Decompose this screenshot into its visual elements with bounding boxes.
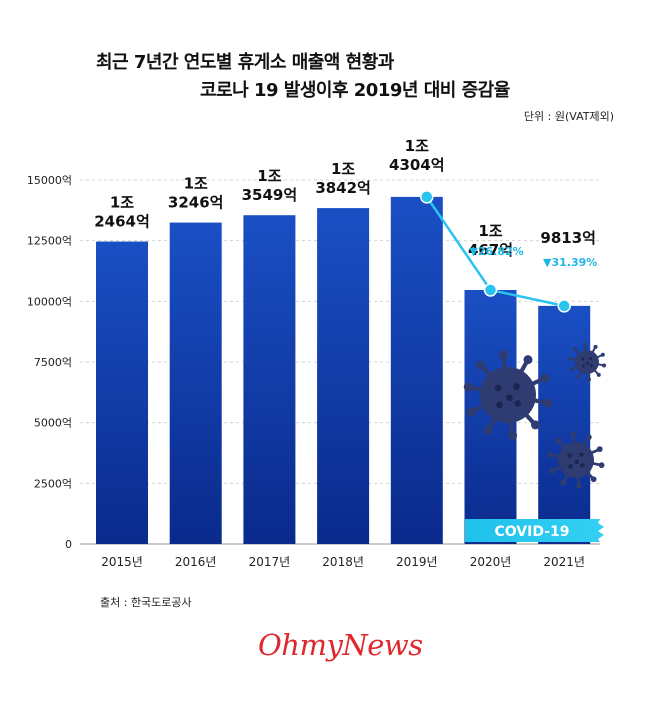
virus-spike-tip	[570, 431, 576, 437]
x-tick-label: 2020년	[470, 555, 512, 569]
virus-dot	[589, 356, 593, 360]
x-tick-label: 2017년	[249, 555, 291, 569]
virus-spike-tip	[466, 407, 476, 417]
covid-badge-background	[465, 519, 604, 542]
virus-spike-tip	[530, 420, 540, 430]
virus-spike-tip	[543, 398, 553, 408]
bar-value-label: 2464억	[94, 213, 150, 231]
virus-dot	[581, 364, 585, 368]
x-tick-label: 2015년	[101, 555, 143, 569]
virus-spike-tip	[523, 355, 533, 365]
bar-value-label: 1조	[478, 222, 502, 240]
y-tick-label: 2500억	[34, 477, 72, 490]
virus-spike-tip	[598, 462, 605, 469]
change-label: ▼26.82%	[469, 245, 523, 258]
virus-dot	[574, 459, 580, 464]
virus-spike-tip	[596, 446, 603, 453]
bar-2016년	[169, 222, 222, 545]
x-tick-label: 2016년	[175, 555, 217, 569]
virus-dot	[494, 384, 502, 392]
bar-value-label: 1조	[405, 137, 429, 155]
bar-value-label: 9813억	[540, 229, 596, 247]
virus-spike-tip	[549, 467, 556, 474]
virus-spike-tip	[555, 437, 562, 444]
virus-spike-tip	[498, 350, 508, 360]
virus-spike-tip	[593, 344, 598, 349]
y-tick-label: 0	[65, 538, 72, 551]
trend-point	[483, 283, 498, 297]
virus-spike-tip	[576, 375, 581, 380]
source-label: 출처 : 한국도로공사	[100, 596, 192, 609]
virus-dot	[568, 464, 573, 469]
bar-value-label: 4304억	[389, 156, 445, 174]
y-tick-label: 12500억	[27, 235, 72, 248]
virus-dot	[513, 383, 520, 390]
bar-value-label: 467억	[468, 241, 513, 259]
covid-badge-text: COVID-19	[494, 524, 569, 540]
bar-value-label: 1조	[184, 175, 208, 193]
x-tick-label: 2021년	[543, 555, 585, 569]
virus-dot	[586, 361, 590, 365]
title-line-1: 최근 7년간 연도별 휴게소 매출액 현황과	[96, 52, 394, 73]
x-tick-label: 2019년	[396, 555, 438, 569]
bar-value-label: 3842억	[315, 179, 371, 197]
bar-value-label: 1조	[110, 194, 134, 212]
y-tick-label: 5000억	[34, 417, 72, 430]
virus-dot	[589, 364, 593, 368]
virus-spike-tip	[585, 434, 592, 441]
y-tick-label: 15000억	[27, 174, 72, 187]
x-tick-label: 2018년	[322, 555, 364, 569]
trend-point	[557, 299, 571, 313]
bar-value-label: 1조	[257, 167, 281, 185]
virus-spike-tip	[583, 342, 588, 347]
virus-spike-tip	[590, 476, 597, 483]
virus-spike-tip	[463, 382, 473, 392]
virus-spike-tip	[540, 373, 550, 383]
bar-2019년	[390, 196, 443, 545]
virus-spike-tip	[576, 483, 582, 489]
virus-spike-tip	[573, 347, 578, 352]
virus-dot	[581, 357, 585, 361]
bar-2021년	[538, 305, 591, 544]
virus-spike-tip	[569, 367, 574, 372]
virus-dot	[506, 394, 513, 402]
virus-spike-tip	[483, 425, 493, 435]
virus-spike-tip	[600, 352, 605, 357]
virus-icon-large	[463, 350, 553, 440]
trend-point	[420, 190, 434, 204]
virus-spike-tip	[560, 479, 567, 486]
change-label: ▼31.39%	[543, 256, 597, 269]
virus-spike-tip	[586, 377, 591, 382]
virus-spike-tip	[508, 430, 518, 440]
y-tick-label: 7500억	[34, 356, 72, 369]
y-tick-label: 10000억	[27, 295, 72, 308]
virus-dot	[514, 400, 522, 407]
virus-dot	[579, 452, 584, 457]
virus-dot	[567, 453, 572, 458]
virus-spike-tip	[567, 356, 572, 361]
ohmynews-logo: OhmyNews	[258, 628, 423, 662]
bar-2017년	[243, 215, 296, 544]
virus-icon-small	[567, 342, 607, 382]
virus-icon-medium	[547, 431, 605, 489]
virus-dot	[580, 463, 585, 468]
unit-label: 단위 : 원(VAT제외)	[523, 110, 614, 123]
bar-value-label: 3246억	[168, 194, 224, 212]
virus-spike-tip	[547, 451, 554, 458]
virus-spike-tip	[602, 363, 607, 368]
virus-spike-tip	[596, 372, 601, 377]
bar-value-label: 1조	[331, 160, 355, 178]
bar-2015년	[96, 241, 148, 544]
virus-spike-tip	[476, 360, 486, 370]
bar-2018년	[317, 208, 370, 544]
bar-value-label: 3549억	[242, 186, 298, 204]
virus-dot	[496, 401, 503, 409]
title-line-2: 코로나 19 발생이후 2019년 대비 증감율	[200, 80, 510, 101]
